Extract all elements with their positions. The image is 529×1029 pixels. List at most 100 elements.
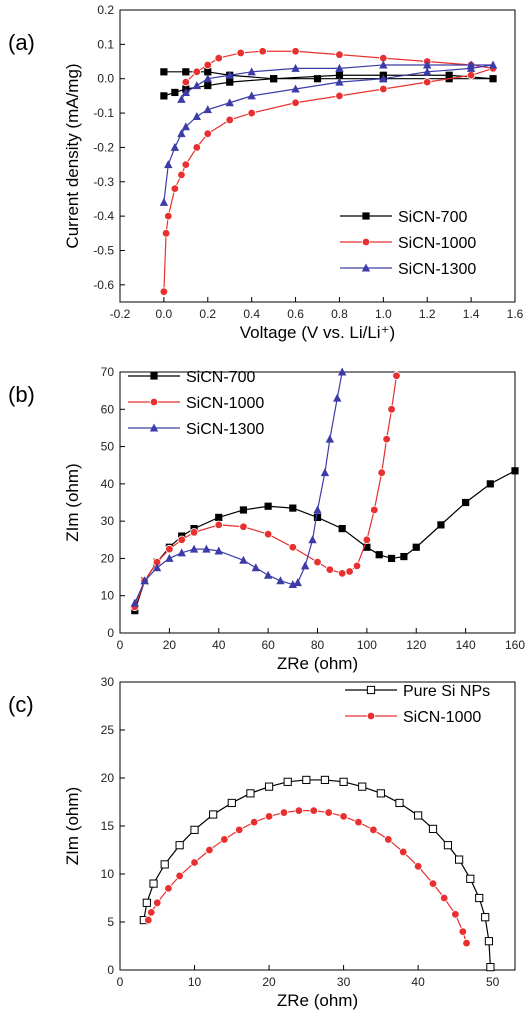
data-point [181, 87, 191, 96]
data-point [291, 84, 300, 93]
y-tick-label: -0.3 [93, 175, 114, 189]
legend-label: SiCN-1000 [186, 395, 264, 412]
y-tick-label: -0.2 [93, 140, 114, 154]
legend-label: SiCN-700 [186, 369, 255, 386]
x-tick-label: 30 [337, 975, 351, 989]
legend-marker [149, 397, 159, 407]
x-tick-label: 20 [262, 975, 276, 989]
x-tick-label: 60 [261, 638, 275, 652]
legend-marker [366, 711, 376, 721]
x-tick-label: 1.6 [507, 307, 524, 321]
y-axis-label: Current density (mA/mg) [63, 63, 82, 248]
y-tick-label: 0 [107, 626, 114, 640]
data-point [177, 535, 186, 544]
data-point [165, 544, 174, 554]
data-point [164, 884, 173, 893]
data-point [251, 563, 260, 572]
data-point [337, 569, 347, 578]
data-point [443, 841, 453, 850]
data-point [239, 555, 248, 564]
data-point [270, 75, 278, 83]
plot-frame [119, 9, 516, 303]
y-tick-label: 10 [101, 589, 115, 603]
y-tick-label: 0.2 [97, 3, 114, 17]
series-Pure Si NPs [139, 775, 495, 972]
data-point [313, 75, 322, 83]
data-point [481, 913, 490, 922]
legend-label: SiCN-1300 [398, 261, 476, 278]
x-tick-label: 0 [117, 638, 124, 652]
data-point [247, 108, 256, 118]
data-point [247, 91, 256, 100]
x-axis-label: Voltage (V vs. Li/Li⁺) [240, 323, 395, 342]
data-point [339, 812, 348, 821]
data-point [215, 513, 223, 522]
data-point [455, 855, 464, 864]
data-point [263, 529, 273, 539]
data-point [160, 860, 169, 869]
data-point [335, 77, 344, 86]
data-point [313, 505, 322, 514]
y-tick-label: -0.1 [93, 106, 114, 120]
data-point [392, 371, 401, 380]
y-axis-label: ZIm (ohm) [63, 463, 82, 541]
data-point [486, 480, 494, 488]
data-point [458, 927, 468, 936]
data-point [142, 898, 151, 907]
data-point [170, 142, 180, 151]
data-point [203, 74, 212, 83]
series-SiCN-1300 [159, 60, 498, 206]
y-tick-label: 25 [101, 723, 115, 737]
data-point [220, 835, 229, 844]
legend-label: SiCN-1000 [403, 709, 481, 726]
data-point [488, 60, 498, 69]
data-point [192, 81, 202, 90]
data-point [423, 60, 432, 69]
y-tick-label: 0.1 [97, 37, 114, 51]
data-point [291, 98, 300, 107]
data-point [204, 81, 212, 90]
data-point [324, 808, 333, 817]
x-axis-label: ZRe (ohm) [277, 991, 358, 1010]
data-point [379, 74, 388, 83]
data-point [308, 535, 317, 544]
x-axis-label: ZRe (ohm) [277, 654, 358, 673]
y-tick-label: 0 [107, 963, 114, 977]
data-point [161, 229, 171, 238]
data-point [313, 557, 322, 567]
data-point [325, 434, 335, 443]
data-point [225, 70, 234, 79]
data-point [376, 789, 385, 798]
data-point [352, 561, 362, 571]
data-point [177, 129, 186, 138]
y-tick-label: 0.0 [97, 72, 114, 86]
legend-label: SiCN-700 [398, 209, 467, 226]
data-point [190, 825, 199, 834]
data-point [335, 91, 344, 101]
legend-marker [361, 263, 371, 272]
y-tick-label: 30 [101, 675, 115, 689]
data-point [160, 92, 168, 100]
y-tick-label: 60 [101, 402, 115, 416]
data-point [170, 184, 180, 193]
series-SiCN-700 [131, 467, 519, 615]
data-point [451, 910, 460, 919]
data-point [362, 535, 372, 544]
data-point [190, 858, 199, 867]
data-point [291, 47, 300, 56]
data-point [276, 576, 285, 585]
data-point [313, 513, 322, 522]
data-point [338, 525, 346, 533]
y-tick-label: 5 [107, 915, 114, 929]
data-point [466, 60, 476, 69]
data-point [140, 576, 149, 585]
x-tick-label: 80 [311, 638, 325, 652]
x-tick-label: 0.6 [287, 307, 304, 321]
data-point [159, 197, 169, 206]
data-point [325, 565, 335, 574]
data-point [384, 835, 393, 844]
data-point [387, 554, 396, 563]
data-point [165, 553, 174, 562]
data-point [370, 505, 379, 515]
data-point [320, 775, 330, 785]
